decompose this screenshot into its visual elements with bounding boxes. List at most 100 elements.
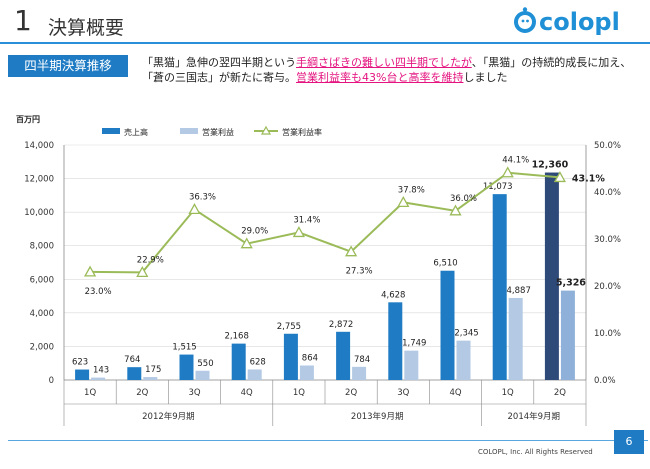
revenue-bar bbox=[283, 333, 298, 380]
revenue-data-label: 764 bbox=[124, 355, 140, 365]
margin-line bbox=[90, 171, 560, 274]
x-axis-tick-label: 1Q bbox=[293, 388, 305, 398]
profit-bar bbox=[508, 297, 523, 380]
revenue-bar bbox=[75, 369, 90, 380]
section-tag: 四半期決算推移 bbox=[8, 55, 128, 77]
summary-part: 「黒猫」急伸の翌四半期という bbox=[142, 56, 296, 69]
right-axis-tick-label: 40.0% bbox=[594, 188, 621, 198]
left-axis-tick-label: 4,000 bbox=[30, 309, 54, 319]
left-axis-tick-label: 0 bbox=[49, 376, 54, 386]
profit-bar bbox=[143, 377, 158, 380]
margin-marker bbox=[240, 237, 253, 249]
x-axis-tick-label: 1Q bbox=[84, 388, 96, 398]
right-axis-tick-label: 0.0% bbox=[594, 376, 616, 386]
revenue-data-label: 623 bbox=[72, 358, 88, 368]
revenue-data-label: 1,515 bbox=[172, 343, 196, 353]
margin-data-label: 29.0% bbox=[241, 227, 268, 237]
margin-data-label: 37.8% bbox=[398, 185, 425, 195]
profit-bar bbox=[247, 369, 262, 380]
right-axis-tick-label: 50.0% bbox=[594, 141, 621, 151]
x-axis-tick-label: 3Q bbox=[397, 388, 409, 398]
profit-data-label: 784 bbox=[354, 355, 370, 365]
right-axis-tick-label: 20.0% bbox=[594, 282, 621, 292]
margin-data-label: 31.4% bbox=[293, 215, 320, 225]
profit-data-label: 2,345 bbox=[454, 329, 478, 339]
profit-data-label: 864 bbox=[302, 353, 318, 363]
margin-marker bbox=[136, 266, 149, 278]
margin-data-label: 43.1% bbox=[572, 173, 605, 184]
margin-marker bbox=[344, 245, 358, 257]
summary-part: しました bbox=[463, 71, 508, 84]
revenue-data-label: 2,872 bbox=[329, 320, 353, 330]
legend-label-revenue: 売上高 bbox=[124, 127, 148, 137]
summary-part: 、「黒猫」の持続的成長に加え、「蒼の三国志」が新たに寄与。 bbox=[142, 56, 632, 84]
revenue-bar bbox=[440, 270, 455, 380]
colopl-logo: colopl bbox=[514, 7, 620, 36]
x-axis-tick-label: 3Q bbox=[188, 388, 200, 398]
legend-marker-margin bbox=[260, 125, 272, 135]
footer-rule bbox=[8, 440, 648, 441]
revenue-bar bbox=[231, 343, 246, 380]
summary-text: 「黒猫」急伸の翌四半期という手綱さばきの難しい四半期でしたが、「黒猫」の持続的成… bbox=[142, 55, 642, 85]
legend-swatch-profit bbox=[180, 128, 198, 134]
margin-marker bbox=[553, 171, 567, 183]
margin-marker bbox=[292, 226, 306, 238]
legend-label-margin: 営業利益率 bbox=[282, 127, 322, 137]
margin-data-label: 36.3% bbox=[189, 192, 216, 202]
profit-data-label: 550 bbox=[197, 359, 213, 369]
page-title: 決算概要 bbox=[48, 17, 125, 39]
revenue-data-label: 6,510 bbox=[433, 259, 457, 269]
margin-data-label: 36.0% bbox=[450, 194, 477, 204]
page-number: 6 bbox=[614, 430, 644, 454]
revenue-bar bbox=[179, 354, 194, 380]
left-axis-tick-label: 12,000 bbox=[24, 175, 54, 185]
left-axis-tick-label: 2,000 bbox=[30, 342, 54, 352]
summary-highlight: 手綱さばきの難しい四半期でしたが bbox=[296, 56, 472, 69]
profit-bar bbox=[91, 377, 106, 380]
left-axis-tick-label: 10,000 bbox=[24, 208, 54, 218]
profit-data-label: 4,887 bbox=[507, 286, 531, 296]
group-label: 2013年9月期 bbox=[351, 411, 404, 422]
profit-bar bbox=[560, 290, 575, 380]
profit-bar bbox=[299, 365, 314, 380]
profit-data-label: 5,326 bbox=[556, 278, 586, 289]
right-axis-tick-label: 10.0% bbox=[594, 329, 621, 339]
margin-marker bbox=[83, 265, 97, 277]
revenue-bar bbox=[127, 367, 142, 380]
profit-bar bbox=[456, 340, 471, 380]
revenue-bar bbox=[492, 194, 507, 380]
revenue-data-label: 12,360 bbox=[532, 160, 569, 171]
group-label: 2012年9月期 bbox=[142, 411, 195, 422]
margin-data-label: 23.0% bbox=[85, 287, 112, 297]
x-axis-tick-label: 2Q bbox=[136, 388, 148, 398]
left-axis-tick-label: 8,000 bbox=[30, 242, 54, 252]
profit-data-label: 175 bbox=[145, 365, 161, 375]
header-rule bbox=[0, 42, 650, 44]
logo-mascot-icon bbox=[514, 7, 536, 33]
copyright: COLOPL, Inc. All Rights Reserved bbox=[478, 448, 593, 456]
revenue-data-label: 4,628 bbox=[381, 290, 405, 300]
logo-wordmark: colopl bbox=[539, 8, 620, 36]
revenue-data-label: 2,168 bbox=[225, 332, 249, 342]
profit-data-label: 143 bbox=[93, 366, 109, 376]
revenue-bar bbox=[336, 331, 351, 380]
margin-marker bbox=[397, 196, 410, 207]
profit-data-label: 628 bbox=[250, 357, 266, 367]
x-axis-tick-label: 2Q bbox=[345, 388, 357, 398]
left-axis-tick-label: 6,000 bbox=[30, 275, 54, 285]
x-axis-tick-label: 4Q bbox=[241, 388, 253, 398]
margin-data-label: 44.1% bbox=[502, 156, 529, 166]
legend-swatch-revenue bbox=[102, 128, 120, 134]
section-number: 1 bbox=[14, 4, 32, 37]
profit-bar bbox=[352, 366, 367, 380]
profit-bar bbox=[404, 350, 419, 380]
right-axis-tick-label: 30.0% bbox=[594, 235, 621, 245]
revenue-bar bbox=[388, 302, 403, 380]
x-axis-tick-label: 2Q bbox=[554, 388, 566, 398]
margin-marker bbox=[449, 204, 462, 216]
group-label: 2014年9月期 bbox=[508, 411, 561, 422]
revenue-data-label: 2,755 bbox=[277, 322, 301, 332]
revenue-data-label: 11,073 bbox=[483, 182, 513, 192]
revenue-bar bbox=[544, 172, 559, 380]
